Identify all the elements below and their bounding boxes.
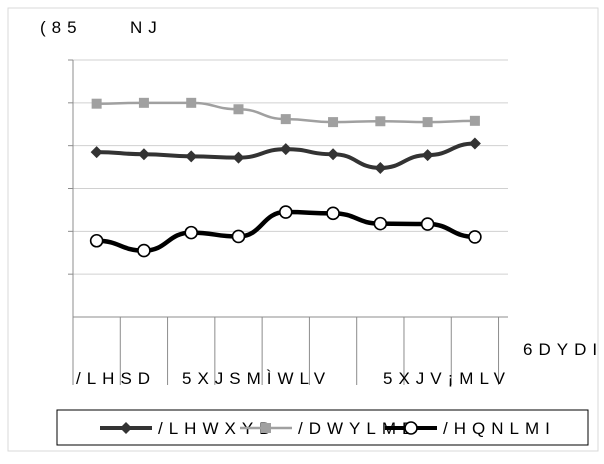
data-point — [375, 116, 386, 127]
data-point — [186, 97, 197, 108]
axes — [68, 59, 508, 385]
legend-entry: /HQNLMI — [385, 419, 556, 438]
data-point — [421, 149, 434, 162]
data-point — [184, 225, 199, 240]
data-point — [185, 150, 198, 163]
series-2 — [91, 97, 480, 128]
data-point — [326, 206, 340, 221]
data-point — [232, 151, 245, 164]
data-point — [327, 148, 340, 161]
data-point — [231, 229, 246, 244]
y-axis-label-left: (85 — [40, 18, 83, 37]
series-3 — [89, 205, 482, 258]
legend-entry: /DWYLMD — [240, 419, 420, 438]
data-point — [422, 117, 433, 128]
x-tick-label: 5XJSMÌWLV — [182, 369, 331, 388]
data-point — [138, 97, 149, 108]
series-layer — [89, 97, 482, 258]
data-point — [89, 233, 104, 248]
data-point — [280, 114, 291, 125]
data-point — [469, 115, 480, 126]
x-tick-label: /LHSD — [76, 369, 156, 388]
x-tick-label: 5XJV¡MLV — [383, 369, 511, 388]
data-point — [91, 98, 102, 109]
legend-swatch-marker — [261, 423, 271, 433]
legend: /LHWXYD/DWYLMD/HQNLMI — [56, 409, 589, 446]
data-point — [137, 243, 151, 258]
legend-swatch-marker — [404, 421, 418, 435]
series-1 — [90, 137, 481, 174]
data-point — [468, 230, 482, 244]
data-point — [468, 137, 481, 150]
chart-border — [7, 7, 599, 452]
legend-swatch-marker — [120, 422, 132, 434]
data-point — [328, 117, 339, 128]
legend-entry: /LHWXYD — [100, 419, 277, 438]
data-point — [233, 104, 244, 115]
data-point — [374, 161, 387, 174]
data-point — [278, 205, 293, 219]
y-axis-label-right: NJ — [130, 18, 163, 37]
data-point — [420, 217, 435, 231]
legend-label: /DWYLMD — [298, 419, 420, 438]
x-axis-title: 6DYDI — [523, 340, 603, 359]
legend-label: /HQNLMI — [443, 419, 556, 438]
data-point — [279, 143, 292, 156]
data-point — [373, 216, 388, 231]
data-point — [137, 148, 150, 161]
legend-label: /LHWXYD — [158, 419, 277, 438]
data-point — [90, 146, 103, 159]
